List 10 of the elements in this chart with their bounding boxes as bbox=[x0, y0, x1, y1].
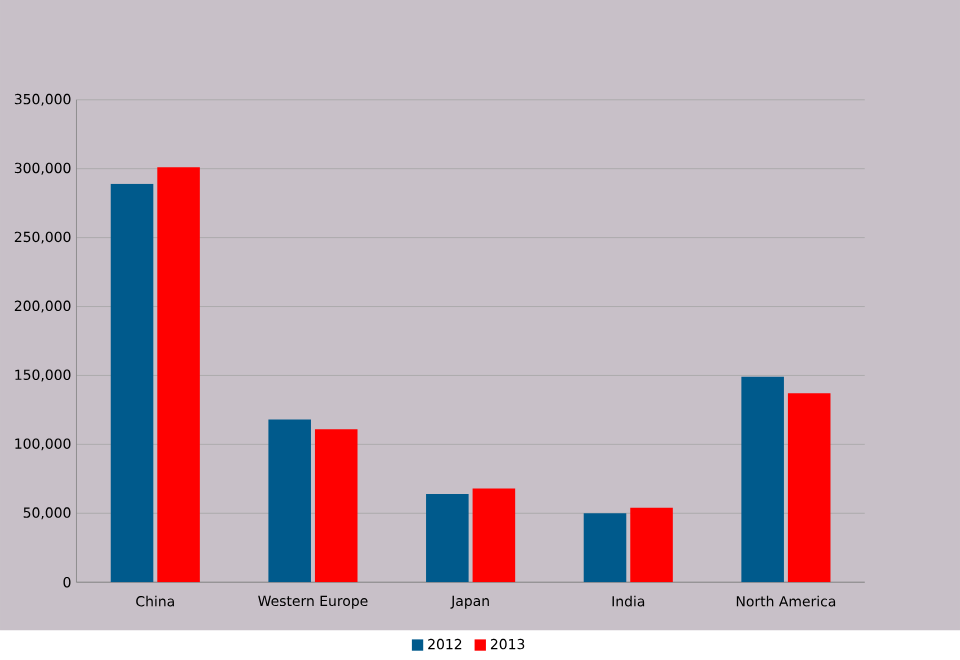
bar bbox=[426, 494, 469, 583]
bar bbox=[268, 419, 311, 583]
bar bbox=[314, 429, 358, 583]
bar bbox=[741, 377, 784, 583]
bar bbox=[157, 167, 200, 583]
bar bbox=[583, 513, 627, 583]
bar bbox=[110, 184, 154, 583]
bar bbox=[787, 393, 831, 583]
bar bbox=[472, 488, 516, 583]
bar bbox=[630, 508, 673, 583]
